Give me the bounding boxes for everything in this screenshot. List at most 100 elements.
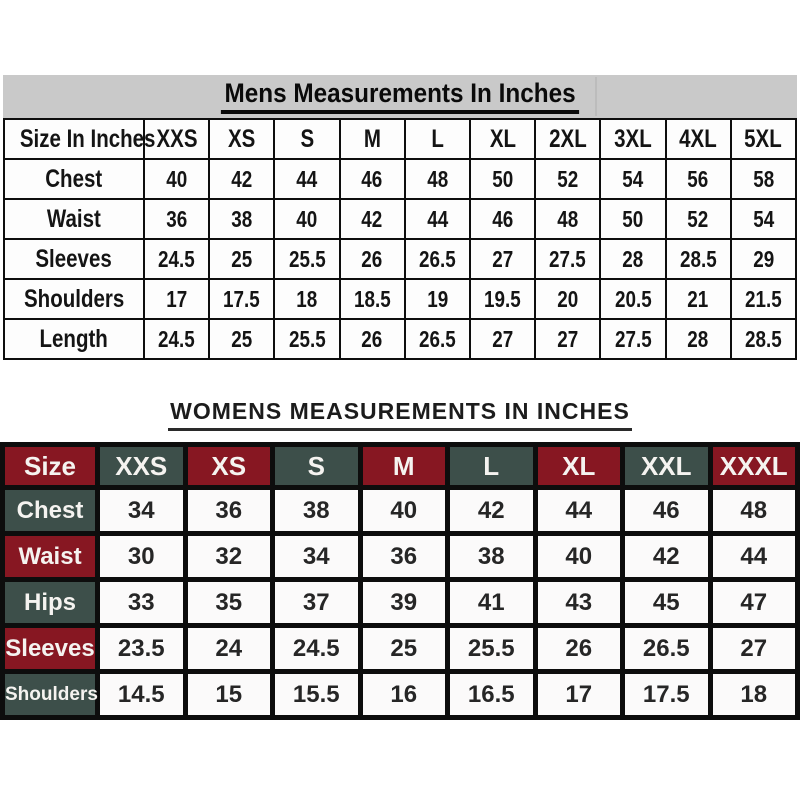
value-cell: 29: [729, 238, 798, 280]
value-cell: 34: [275, 536, 358, 577]
value-cell: 37: [275, 582, 358, 623]
value-cell: 36: [142, 198, 211, 240]
value-cell: 15: [187, 674, 270, 715]
row-label: Hips: [5, 582, 95, 623]
value-cell: 46: [338, 158, 406, 200]
value-cell: 42: [625, 536, 708, 577]
column-header: XXXL: [712, 447, 795, 485]
table-row: Shoulders 14.5 15 15.5 16 16.5 17 17.5 18: [5, 674, 795, 715]
value-cell: 41: [450, 582, 533, 623]
table-row: Chest 34 36 38 40 42 44 46 48: [5, 490, 795, 531]
mens-measurements-section: Mens Measurements In Inches Size In Inch…: [3, 75, 798, 360]
column-header: 5XL: [729, 118, 798, 160]
value-cell: 23.5: [100, 628, 183, 669]
value-cell: 25: [208, 318, 276, 360]
value-cell: 27: [468, 318, 537, 360]
value-cell: 46: [468, 198, 537, 240]
value-cell: 25.5: [273, 318, 341, 360]
value-cell: 25.5: [450, 628, 533, 669]
column-header: XL: [537, 447, 620, 485]
value-cell: 50: [599, 198, 667, 240]
column-header: Size: [5, 447, 95, 485]
value-cell: 27.5: [534, 238, 602, 280]
row-label: Length: [3, 318, 145, 360]
column-header: S: [273, 118, 341, 160]
row-label: Waist: [5, 536, 95, 577]
value-cell: 26: [338, 318, 406, 360]
column-header: Size In Inches: [3, 118, 155, 160]
value-cell: 28.5: [664, 238, 732, 280]
column-header: XXS: [142, 118, 211, 160]
column-header: M: [362, 447, 445, 485]
value-cell: 16: [362, 674, 445, 715]
value-cell: 47: [712, 582, 795, 623]
value-cell: 28: [664, 318, 732, 360]
value-cell: 44: [537, 490, 620, 531]
row-label: Chest: [3, 158, 145, 200]
value-cell: 28: [599, 238, 667, 280]
row-label: Chest: [5, 490, 95, 531]
value-cell: 42: [338, 198, 406, 240]
womens-title-wrap: WOMENS MEASUREMENTS IN INCHES: [0, 398, 800, 431]
womens-table-body: Size XXS XS S M L XL XXL XXXL Chest 34 36 38 40 42 44 46…: [5, 447, 795, 715]
table-row: Shoulders 17 17.5 18 18.5 19 19.5 20 20.5 21 21.5: [3, 278, 798, 320]
value-cell: 27: [712, 628, 795, 669]
value-cell: 52: [664, 198, 732, 240]
row-label: Waist: [3, 198, 145, 240]
value-cell: 40: [273, 198, 341, 240]
value-cell: 39: [362, 582, 445, 623]
value-cell: 18: [712, 674, 795, 715]
value-cell: 14.5: [100, 674, 183, 715]
value-cell: 36: [187, 490, 270, 531]
mens-table-body: Size In Inches XXS XS S M L XL 2XL 3XL 4XL 5XL Ches…: [3, 118, 798, 360]
value-cell: 27: [534, 318, 602, 360]
column-header: XXL: [625, 447, 708, 485]
womens-table-title: WOMENS MEASUREMENTS IN INCHES: [168, 398, 632, 431]
row-label: Sleeves: [3, 238, 145, 280]
value-cell: 40: [362, 490, 445, 531]
womens-table: Size XXS XS S M L XL XXL XXXL Chest 34 36 38 40 42 44 46…: [0, 442, 800, 720]
value-cell: 50: [468, 158, 537, 200]
value-cell: 21.5: [729, 278, 798, 320]
value-cell: 42: [208, 158, 276, 200]
value-cell: 48: [534, 198, 602, 240]
value-cell: 27.5: [599, 318, 667, 360]
value-cell: 46: [625, 490, 708, 531]
value-cell: 44: [273, 158, 341, 200]
value-cell: 26.5: [625, 628, 708, 669]
value-cell: 40: [142, 158, 211, 200]
value-cell: 26.5: [403, 238, 471, 280]
value-cell: 15.5: [275, 674, 358, 715]
value-cell: 56: [664, 158, 732, 200]
value-cell: 17: [537, 674, 620, 715]
table-row: Chest 40 42 44 46 48 50 52 54 56 58: [3, 158, 798, 200]
table-row: Size XXS XS S M L XL XXL XXXL: [5, 447, 795, 485]
value-cell: 26.5: [403, 318, 471, 360]
value-cell: 24.5: [142, 238, 211, 280]
table-row: Sleeves 23.5 24 24.5 25 25.5 26 26.5 27: [5, 628, 795, 669]
column-header: XL: [468, 118, 537, 160]
value-cell: 24.5: [142, 318, 211, 360]
value-cell: 20.5: [599, 278, 667, 320]
value-cell: 21: [664, 278, 732, 320]
value-cell: 48: [712, 490, 795, 531]
value-cell: 34: [100, 490, 183, 531]
value-cell: 16.5: [450, 674, 533, 715]
value-cell: 27: [468, 238, 537, 280]
value-cell: 25: [362, 628, 445, 669]
womens-measurements-section: Size XXS XS S M L XL XXL XXXL Chest 34 36 38 40 42 44 46…: [0, 442, 800, 720]
value-cell: 26: [537, 628, 620, 669]
value-cell: 25.5: [273, 238, 341, 280]
value-cell: 40: [537, 536, 620, 577]
table-row: Size In Inches XXS XS S M L XL 2XL 3XL 4XL 5XL: [3, 118, 798, 160]
row-label: Sleeves: [5, 628, 95, 669]
value-cell: 18: [273, 278, 341, 320]
value-cell: 17.5: [625, 674, 708, 715]
value-cell: 20: [534, 278, 602, 320]
band-divider-line: [595, 77, 597, 116]
mens-title-band: Mens Measurements In Inches: [3, 75, 797, 118]
column-header: S: [275, 447, 358, 485]
value-cell: 42: [450, 490, 533, 531]
column-header: M: [338, 118, 406, 160]
